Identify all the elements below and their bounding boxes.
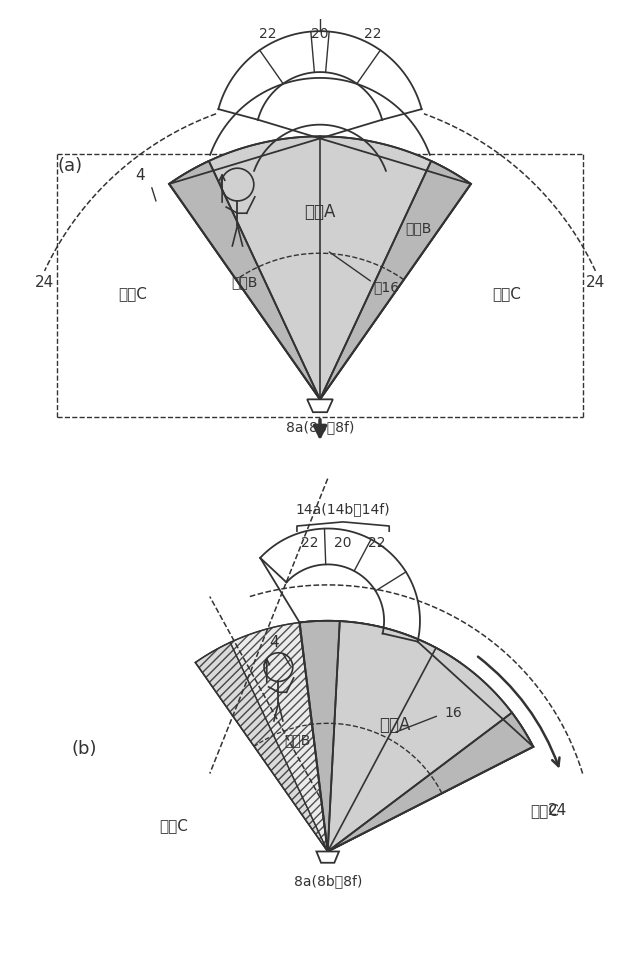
Polygon shape — [328, 643, 460, 851]
Polygon shape — [195, 643, 328, 851]
Text: 22: 22 — [301, 537, 319, 550]
Polygon shape — [320, 161, 471, 399]
Text: 4: 4 — [269, 635, 279, 651]
Text: 領域B: 領域B — [284, 733, 311, 747]
Text: 領域C: 領域C — [118, 286, 147, 302]
Text: 8a(8b～8f): 8a(8b～8f) — [294, 875, 362, 888]
Text: 8a(8b～8f): 8a(8b～8f) — [286, 420, 354, 433]
Text: ～16: ～16 — [374, 281, 400, 294]
Text: 24: 24 — [586, 275, 605, 290]
Text: 20: 20 — [334, 537, 352, 550]
Polygon shape — [316, 851, 339, 863]
Text: 領域A: 領域A — [379, 716, 410, 734]
Text: 領域C: 領域C — [159, 818, 188, 834]
Text: 領域B: 領域B — [231, 276, 257, 289]
Text: 20: 20 — [311, 27, 329, 41]
Text: 24: 24 — [35, 275, 54, 290]
Text: 領域B: 領域B — [405, 221, 432, 236]
Polygon shape — [307, 399, 333, 412]
Polygon shape — [169, 136, 471, 399]
Text: 領域B: 領域B — [436, 768, 462, 783]
Text: 領域A: 領域A — [304, 204, 336, 221]
Text: 16: 16 — [444, 706, 462, 720]
Text: (a): (a) — [57, 157, 82, 174]
Text: 領域C: 領域C — [493, 286, 522, 302]
Text: 24: 24 — [548, 803, 568, 818]
Polygon shape — [195, 620, 460, 851]
Polygon shape — [169, 161, 320, 399]
Text: 領域C: 領域C — [531, 804, 559, 818]
Text: 14a(14b～14f): 14a(14b～14f) — [296, 503, 390, 516]
Polygon shape — [328, 713, 533, 851]
Polygon shape — [300, 620, 533, 851]
Polygon shape — [300, 620, 340, 851]
Text: 22: 22 — [367, 537, 385, 550]
Text: 22: 22 — [259, 27, 276, 41]
Text: 4: 4 — [136, 169, 145, 183]
Text: 22: 22 — [364, 27, 381, 41]
Text: (b): (b) — [72, 740, 97, 758]
